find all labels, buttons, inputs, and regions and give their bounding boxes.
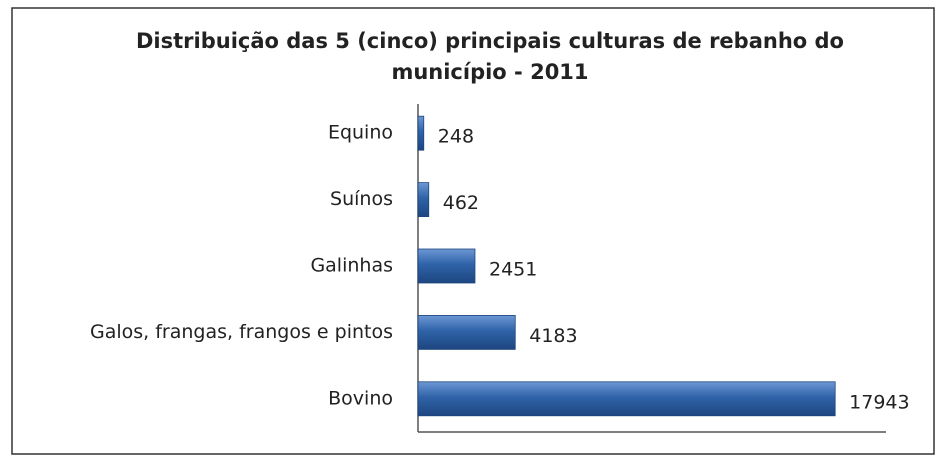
bar	[417, 248, 476, 284]
data-label: 248	[438, 126, 474, 148]
bar	[417, 314, 516, 350]
y-tick-label: Bovino	[328, 387, 393, 409]
chart-border	[11, 7, 935, 455]
data-label: 17943	[849, 391, 909, 413]
chart-title: município - 2011	[391, 60, 588, 84]
data-label: 2451	[489, 259, 537, 281]
bar	[417, 182, 430, 218]
data-label: 4183	[529, 325, 577, 347]
data-label: 462	[443, 192, 479, 214]
bar	[417, 381, 836, 417]
y-tick-label: Galinhas	[310, 255, 393, 277]
y-tick-label: Suínos	[330, 188, 393, 210]
chart-title: Distribuição das 5 (cinco) principais cu…	[136, 29, 844, 53]
y-tick-label: Galos, frangas, frangos e pintos	[90, 321, 393, 343]
y-tick-label: Equino	[328, 122, 393, 144]
bar	[417, 115, 425, 151]
